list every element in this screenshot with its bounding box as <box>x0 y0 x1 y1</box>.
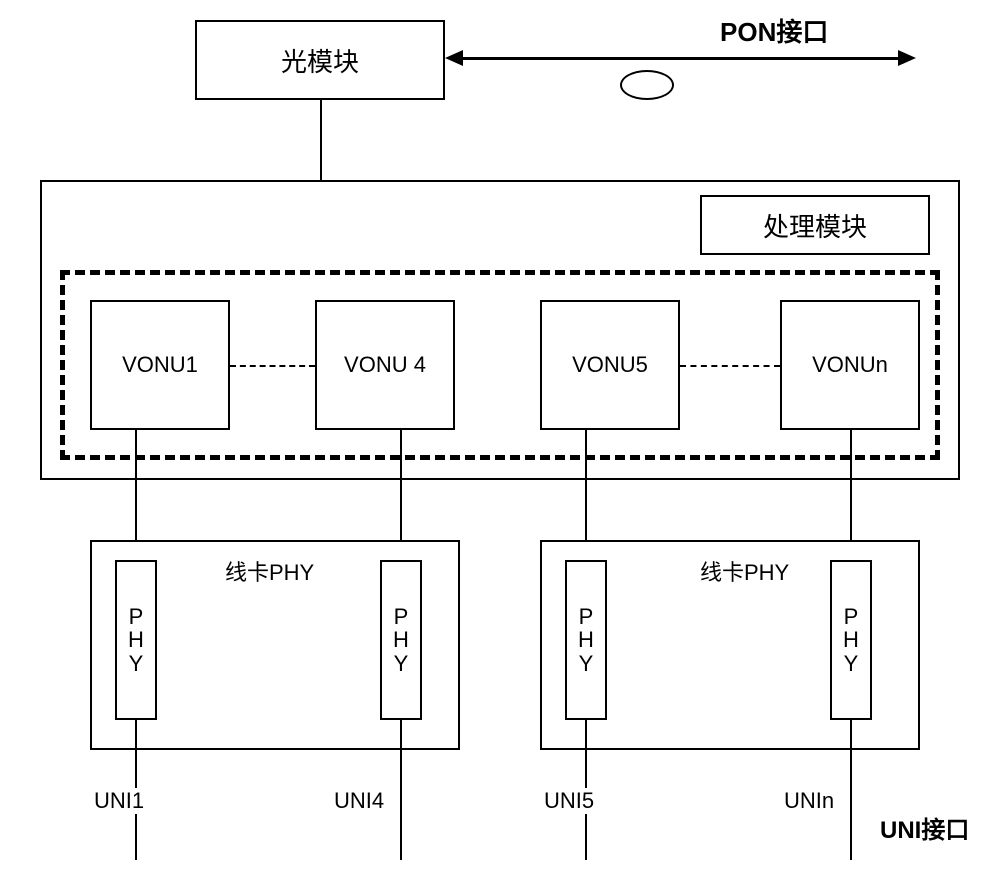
pon-arrow-right <box>898 50 916 66</box>
phy-letter: P <box>579 605 594 628</box>
processing-module-label: 处理模块 <box>763 207 867 244</box>
phy-box-4: P H Y <box>380 560 422 720</box>
phy-box-5: P H Y <box>565 560 607 720</box>
uni-label-1: UNI1 <box>90 788 148 814</box>
opt-to-proc-line <box>320 100 322 180</box>
phy-letter: Y <box>579 652 594 675</box>
vonu-label: VONU 4 <box>344 352 426 378</box>
vonu-label: VONU1 <box>122 352 198 378</box>
processing-module-label-box: 处理模块 <box>700 195 930 255</box>
phyn-uni-line <box>850 720 852 860</box>
uni-interface-label: UNI接口 <box>880 810 969 845</box>
phy-letter: Y <box>844 652 859 675</box>
phy4-uni-line <box>400 720 402 860</box>
uni-label-5: UNI5 <box>540 788 598 814</box>
vonu-dash-5-n <box>680 365 780 367</box>
phy-box-n: P H Y <box>830 560 872 720</box>
vonu-box-4: VONU 4 <box>315 300 455 430</box>
phy-letter: P <box>129 605 144 628</box>
phy-letter: P <box>394 605 409 628</box>
linecard-title-right: 线卡PHY <box>700 555 789 587</box>
pon-interface-label: PON接口 <box>720 12 828 49</box>
vonu-box-n: VONUn <box>780 300 920 430</box>
phy-letter: H <box>578 628 594 651</box>
phy-box-1: P H Y <box>115 560 157 720</box>
pon-arrow-line <box>460 57 900 60</box>
vonu-label: VONUn <box>812 352 888 378</box>
optical-module-box: 光模块 <box>195 20 445 100</box>
phy-letter: P <box>844 605 859 628</box>
phy-letter: H <box>843 628 859 651</box>
phy-letter: Y <box>129 652 144 675</box>
pon-arrow-left <box>445 50 463 66</box>
uni-label-n: UNIn <box>780 788 838 814</box>
optical-module-label: 光模块 <box>281 42 359 79</box>
vonu-box-5: VONU5 <box>540 300 680 430</box>
vonu-dash-1-4 <box>230 365 315 367</box>
phy-letter: H <box>393 628 409 651</box>
linecard-title-left: 线卡PHY <box>225 555 314 587</box>
fiber-ellipse-icon <box>620 70 674 100</box>
vonu-label: VONU5 <box>572 352 648 378</box>
phy-letter: Y <box>394 652 409 675</box>
vonu-box-1: VONU1 <box>90 300 230 430</box>
phy-letter: H <box>128 628 144 651</box>
uni-label-4: UNI4 <box>330 788 388 814</box>
